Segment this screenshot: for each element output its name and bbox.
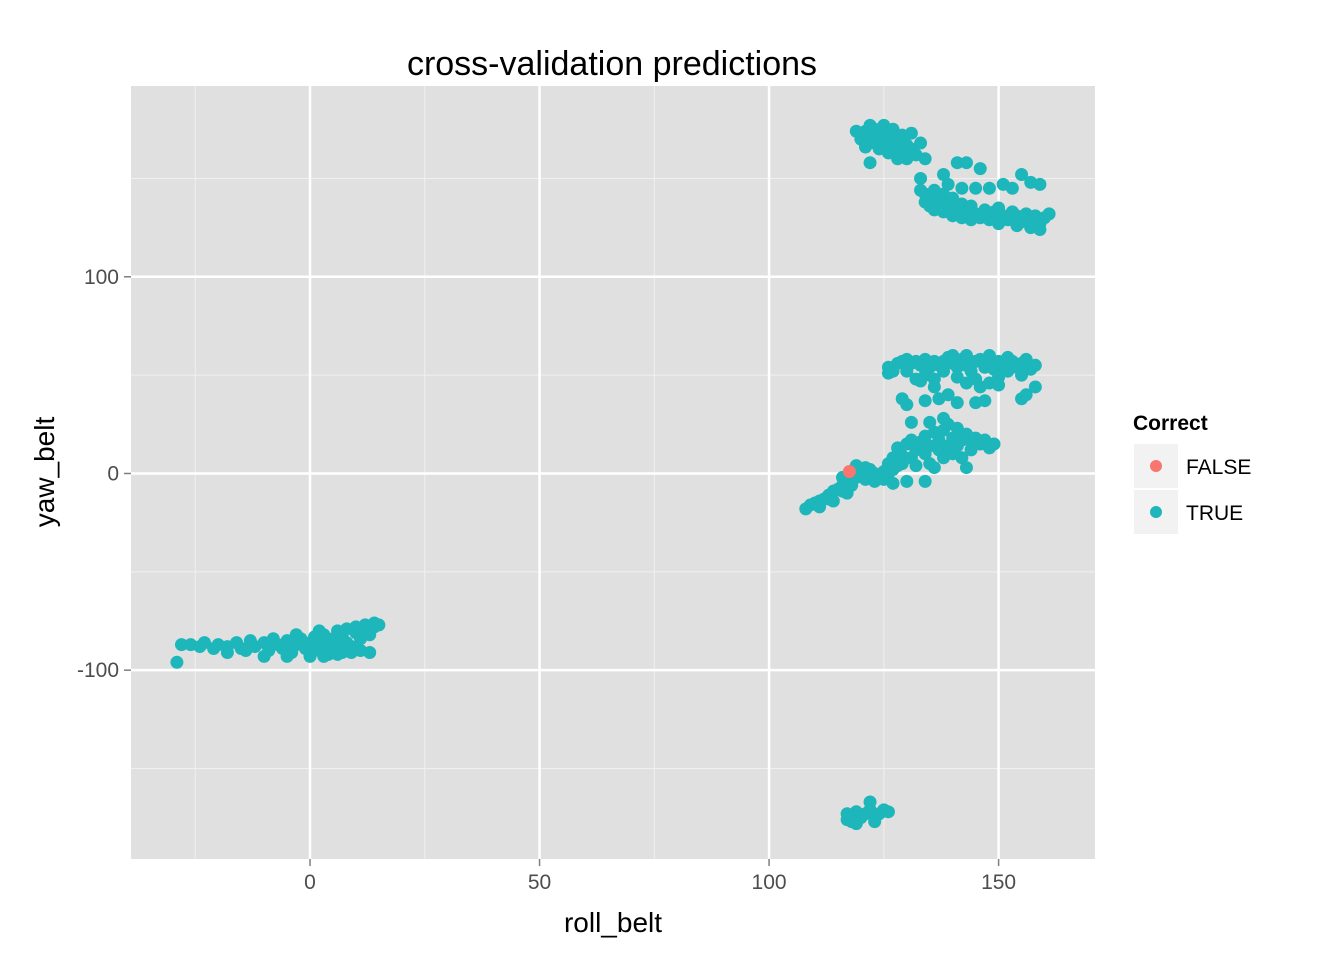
data-point [1019, 388, 1033, 402]
legend-marker-true [1150, 506, 1162, 518]
data-point [863, 156, 877, 170]
data-point [312, 624, 326, 638]
data-point [950, 156, 964, 170]
data-point [937, 411, 951, 425]
data-point [849, 124, 863, 138]
data-point [842, 465, 856, 479]
data-point [918, 394, 932, 408]
x-axis-title: roll_belt [564, 907, 662, 938]
major-gridlines [131, 86, 1095, 859]
y-axis-ticks: -100 0 100 [77, 266, 131, 682]
y-axis-title: yaw_belt [29, 417, 60, 528]
x-tick-label: 50 [528, 871, 551, 894]
data-point [973, 162, 987, 176]
data-point [992, 378, 1006, 392]
data-point [914, 171, 928, 185]
series-true [170, 118, 1056, 831]
data-point [927, 183, 941, 197]
data-point [909, 459, 923, 473]
data-point [1033, 223, 1047, 237]
data-point [927, 380, 941, 394]
legend-marker-false [1150, 460, 1162, 472]
data-point [280, 649, 294, 663]
data-point [1015, 168, 1029, 182]
data-point [937, 168, 951, 182]
data-point [858, 140, 872, 154]
data-point [959, 156, 973, 170]
data-point [1005, 181, 1019, 195]
data-point [969, 181, 983, 195]
data-point [1028, 358, 1042, 372]
data-point [372, 618, 386, 632]
data-point [840, 486, 854, 500]
data-point [886, 476, 900, 490]
data-point [923, 415, 937, 429]
y-tick-label: -100 [77, 659, 119, 682]
data-point [959, 461, 973, 475]
data-point [1042, 207, 1056, 221]
data-point [955, 451, 969, 465]
data-point [891, 152, 905, 166]
data-point [982, 181, 996, 195]
data-point [849, 817, 863, 831]
data-point [881, 805, 895, 819]
data-point [239, 644, 253, 658]
data-point [170, 655, 184, 669]
data-point [987, 437, 1001, 451]
data-point [863, 795, 877, 809]
data-point [174, 638, 188, 652]
y-tick-label: 0 [107, 462, 119, 485]
data-point [331, 647, 345, 661]
data-point [914, 374, 928, 388]
data-point [1033, 177, 1047, 191]
data-point [895, 392, 909, 406]
data-point [904, 415, 918, 429]
data-point [257, 649, 271, 663]
data-point [950, 396, 964, 410]
data-point [900, 474, 914, 488]
x-tick-label: 100 [752, 871, 787, 894]
data-point [363, 645, 377, 659]
data-point [927, 461, 941, 475]
data-point [220, 645, 234, 659]
data-point [941, 177, 955, 191]
legend-label-false: FALSE [1186, 456, 1251, 479]
series-false [842, 465, 856, 479]
y-tick-label: 100 [84, 266, 119, 289]
data-point [918, 152, 932, 166]
data-point [937, 364, 951, 378]
data-point [303, 649, 317, 663]
data-point [289, 628, 303, 642]
data-point [941, 388, 955, 402]
legend-label-true: TRUE [1186, 502, 1243, 525]
x-axis-ticks: 0 50 100 150 [304, 859, 1016, 894]
chart-title: cross-validation predictions [407, 45, 817, 83]
data-point [317, 649, 331, 663]
data-point [959, 376, 973, 390]
data-point [904, 126, 918, 140]
data-point [344, 640, 358, 654]
data-point [1028, 380, 1042, 394]
data-point [840, 807, 854, 821]
data-point [813, 500, 827, 514]
data-point [918, 474, 932, 488]
x-tick-label: 0 [304, 871, 316, 894]
legend: Correct FALSE TRUE [1133, 412, 1251, 534]
data-point [826, 494, 840, 508]
data-point [955, 181, 969, 195]
data-point [978, 394, 992, 408]
legend-title: Correct [1133, 412, 1208, 435]
points-layer [170, 118, 1056, 831]
data-point [914, 136, 928, 150]
x-tick-label: 150 [981, 871, 1016, 894]
